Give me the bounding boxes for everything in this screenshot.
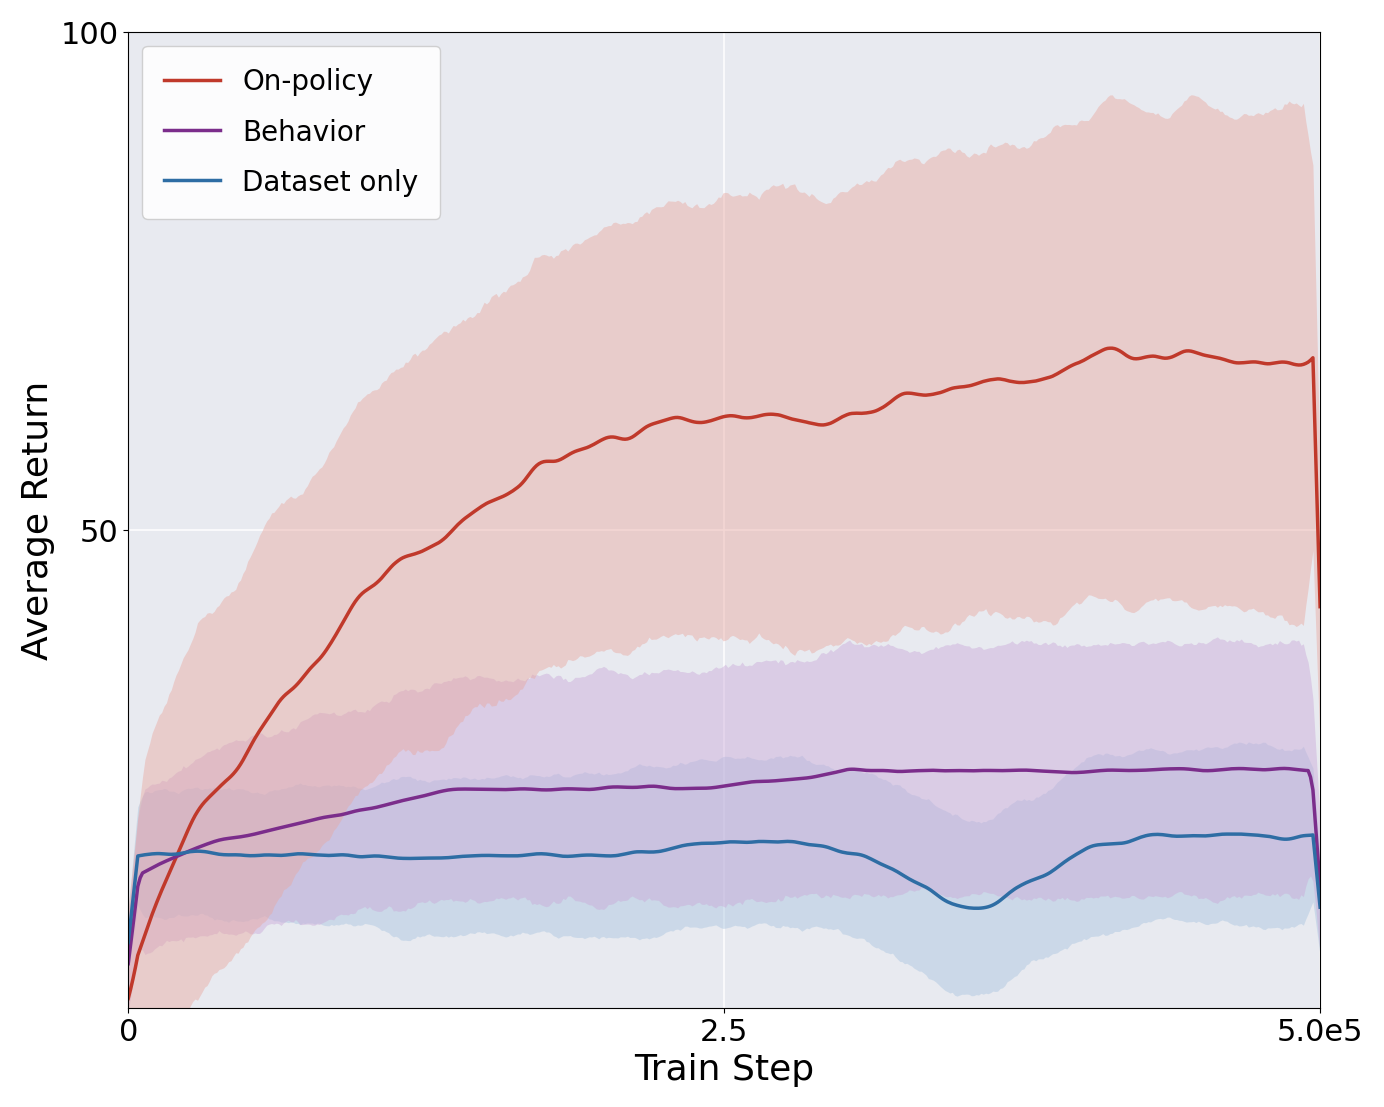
Behavior bbox=[829, 765, 846, 778]
Line: Dataset only: Dataset only bbox=[129, 835, 1320, 942]
Dataset only bbox=[1230, 828, 1247, 841]
Behavior bbox=[1096, 764, 1113, 777]
On-policy bbox=[693, 416, 710, 430]
On-policy bbox=[765, 408, 782, 422]
On-policy bbox=[1096, 343, 1113, 356]
On-policy bbox=[120, 992, 137, 1005]
Dataset only bbox=[829, 845, 846, 858]
Legend: On-policy, Behavior, Dataset only: On-policy, Behavior, Dataset only bbox=[143, 46, 440, 219]
Line: Behavior: Behavior bbox=[129, 768, 1320, 964]
Behavior bbox=[1312, 880, 1329, 893]
Dataset only bbox=[1286, 831, 1302, 845]
Dataset only bbox=[765, 836, 782, 849]
Behavior bbox=[686, 782, 703, 795]
Dataset only bbox=[693, 837, 710, 850]
Behavior bbox=[1286, 763, 1302, 776]
On-policy bbox=[1312, 600, 1329, 613]
Line: On-policy: On-policy bbox=[129, 349, 1320, 999]
Dataset only bbox=[1096, 838, 1113, 851]
Dataset only bbox=[1312, 901, 1329, 914]
Behavior bbox=[1276, 762, 1293, 775]
Y-axis label: Average Return: Average Return bbox=[21, 381, 55, 660]
Behavior bbox=[765, 775, 782, 788]
On-policy bbox=[1102, 342, 1118, 355]
Dataset only bbox=[686, 838, 703, 851]
On-policy bbox=[1286, 358, 1302, 371]
On-policy bbox=[686, 415, 703, 428]
X-axis label: Train Step: Train Step bbox=[634, 1052, 814, 1086]
Behavior bbox=[693, 782, 710, 795]
On-policy bbox=[829, 413, 846, 426]
Dataset only bbox=[120, 935, 137, 949]
Behavior bbox=[120, 958, 137, 971]
